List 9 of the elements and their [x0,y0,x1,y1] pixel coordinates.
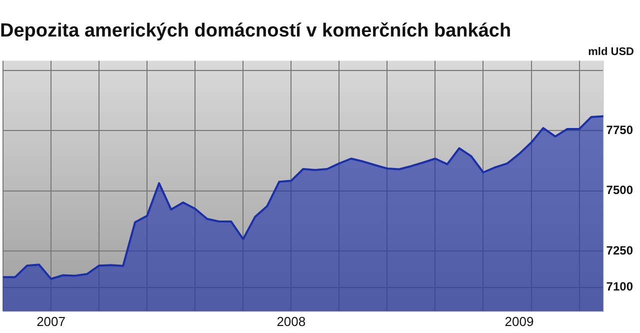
x-tick-label: 2007 [36,314,66,329]
y-tick-label: 7500 [606,183,634,198]
y-axis-title: mld USD [588,46,634,58]
x-tick-label: 2008 [276,314,306,329]
x-tick-label: 2009 [504,314,534,329]
y-tick-label: 7250 [606,243,634,258]
y-tick-label: 7750 [606,122,634,137]
y-tick-label: 7100 [606,280,634,294]
chart-title: Depozita amerických domácností v komerčních bankách [0,20,512,42]
